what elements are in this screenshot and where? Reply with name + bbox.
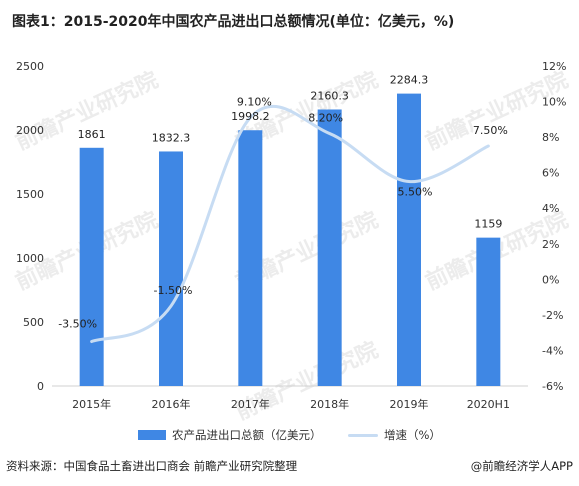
y-left-tick-label: 1500 <box>16 188 44 201</box>
x-tick-label: 2019年 <box>390 397 429 411</box>
bar-value-label: 1159 <box>474 218 502 231</box>
bar <box>238 130 263 386</box>
legend-line-swatch <box>348 433 378 437</box>
y-left-tick-label: 0 <box>37 380 44 393</box>
y-right-tick-label: 4% <box>542 202 559 215</box>
y-right-tick-label: 10% <box>542 96 566 109</box>
line-value-label: 7.50% <box>473 124 508 137</box>
x-tick-label: 2020H1 <box>467 398 510 411</box>
y-right-tick-label: -4% <box>542 344 563 357</box>
y-left-tick-label: 1000 <box>16 252 44 265</box>
y-right-tick-label: 6% <box>542 167 559 180</box>
bar <box>79 147 104 386</box>
y-left-tick-label: 2000 <box>16 124 44 137</box>
legend-bar-swatch <box>138 430 166 440</box>
line-value-label: 5.50% <box>398 186 433 199</box>
data-labels: 1861 1832.3 1998.2 2160.3 2284.3 1159 -3.50% -1… <box>58 74 508 331</box>
line-value-label: 8.20% <box>308 112 343 125</box>
legend-line-label: 增速（%） <box>384 428 441 442</box>
y-right-tick-label: 2% <box>542 238 559 251</box>
y-left-tick-label: 2500 <box>16 60 44 73</box>
bar-value-label: 2160.3 <box>310 89 349 102</box>
y-right-tick-label: 0% <box>542 273 559 286</box>
y-left-tick-label: 500 <box>23 316 44 329</box>
bar-value-label: 1832.3 <box>152 131 191 144</box>
line-series <box>90 104 490 344</box>
y-right-tick-label: 12% <box>542 60 566 73</box>
bar-series <box>79 93 501 387</box>
bar <box>317 109 342 386</box>
bar <box>476 237 501 386</box>
source-note: 资料来源：中国食品土畜进出口商会 前瞻产业研究院整理 <box>6 459 298 473</box>
line-value-label: 9.10% <box>237 96 272 109</box>
line-value-label: -1.50% <box>154 284 193 297</box>
y-right-tick-label: 8% <box>542 131 559 144</box>
x-tick-label: 2018年 <box>310 397 349 411</box>
legend-bar-label: 农产品进出口总额（亿美元） <box>172 428 322 442</box>
axes: 0 500 1000 1500 2000 2500 -6% -4% -2% 0% 2% 4% 6% 8% 1… <box>16 60 566 411</box>
bar <box>397 93 421 387</box>
growth-line <box>90 104 490 344</box>
x-tick-label: 2015年 <box>72 397 111 411</box>
bar-value-label: 2284.3 <box>390 74 429 87</box>
bar <box>159 151 183 386</box>
bar-value-label: 1998.2 <box>231 110 270 123</box>
legend-item-bar: 农产品进出口总额（亿美元） <box>138 427 322 443</box>
brand-credit: @前瞻经济学人APP <box>470 459 573 473</box>
x-tick-label: 2017年 <box>231 397 270 411</box>
watermark-text: 前瞻产业研究院 <box>12 67 163 156</box>
legend-item-line: 增速（%） <box>348 427 441 443</box>
line-value-label: -3.50% <box>58 318 97 331</box>
y-right-tick-label: -2% <box>542 309 563 322</box>
y-right-tick-label: -6% <box>542 380 563 393</box>
bar-value-label: 1861 <box>78 128 106 141</box>
chart-title: 图表1：2015-2020年中国农产品进出口总额情况(单位：亿美元，%) <box>12 14 455 30</box>
x-tick-label: 2016年 <box>152 397 191 411</box>
